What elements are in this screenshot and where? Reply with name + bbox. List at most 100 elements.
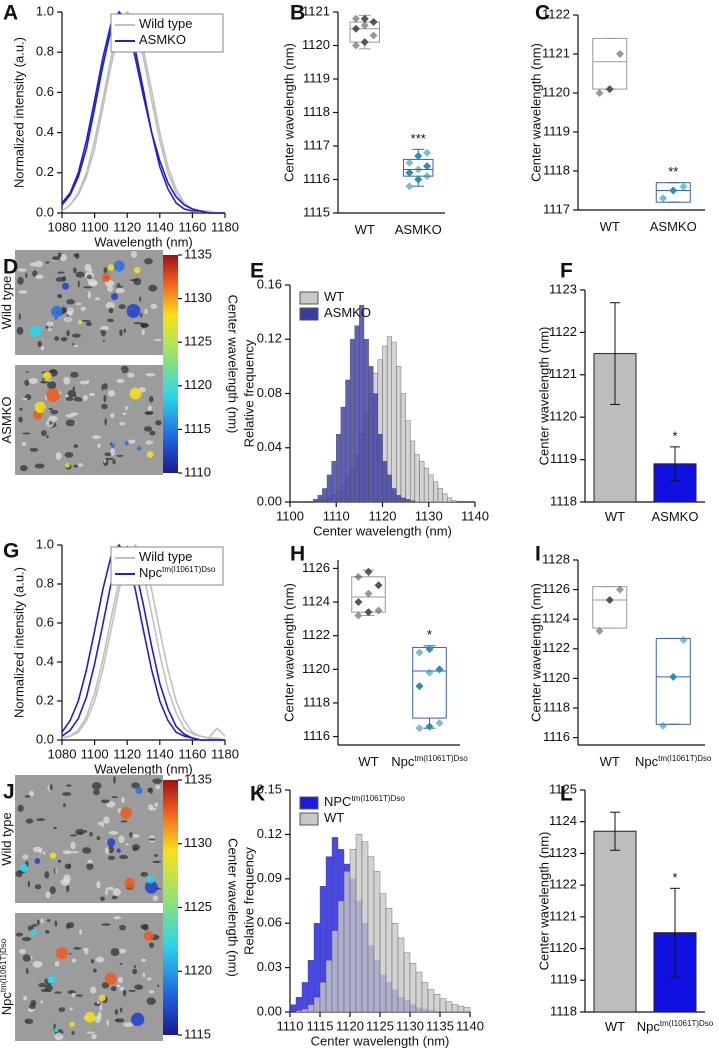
x-tick-label: 1130 [396,1018,424,1033]
hist-bar [325,960,333,1013]
texture [148,807,157,811]
hist-bar [361,841,369,1013]
texture [110,413,115,419]
texture [62,850,72,855]
y-tick-label: 1123 [549,845,577,860]
y-tick-label: 0.4 [36,124,54,139]
x-tick-label: 1100 [276,508,304,523]
texture [148,942,155,949]
y-tick-label: 1126 [302,560,330,575]
y-tick-label: 0.00 [257,1003,282,1018]
texture [45,261,50,264]
data-point [415,682,424,691]
y-tick-label: 0.2 [36,692,54,707]
y-tick-label: 0.08 [257,385,282,400]
texture [72,342,75,346]
texture [57,293,63,299]
texture [70,841,76,850]
image-label: Wild type [0,276,14,329]
lipid-droplet [133,266,141,274]
texture [21,937,32,942]
y-tick-label: 0.03 [257,959,282,974]
texture [127,372,135,378]
texture [106,318,114,323]
texture [22,397,28,400]
hist-bar [396,495,402,503]
hist-bar [419,461,425,503]
texture [141,328,145,336]
panel-letter: B [290,2,305,25]
texture [37,340,42,348]
lipid-droplet [34,858,41,864]
texture [32,923,37,927]
legend-label: Wild type [139,549,192,564]
hist-bar [433,994,441,1013]
lipid-droplet [47,975,56,984]
data-point [615,50,624,58]
texture [129,831,133,838]
hist-bar [289,1004,297,1013]
texture [112,888,121,896]
texture [66,884,70,893]
texture [110,948,120,957]
data-point [364,608,373,617]
texture [91,1033,97,1040]
texture [25,1019,28,1022]
x-category-label-text: WT [600,754,620,769]
texture [44,871,50,879]
image-label-text: Npc [0,992,14,1016]
texture [140,958,146,963]
y-tick-label: 0.2 [36,164,54,179]
texture [115,285,124,288]
y-tick-label: 1118 [543,699,570,714]
x-tick-label: 1080 [48,746,77,761]
texture [86,274,92,280]
texture [119,421,126,426]
hist-bar [331,930,339,1013]
texture [15,932,23,937]
y-tick-label: 1122 [542,640,570,655]
y-tick-label: 0.8 [36,575,54,590]
legend-label-sup: tm(I1061T)Dso [162,565,216,574]
texture [84,263,92,272]
texture [17,804,24,812]
hist-bar [355,834,363,1013]
data-point [360,38,369,47]
texture [66,784,72,787]
hist-bar [445,1001,453,1013]
data-point [415,724,424,733]
data-point [369,18,378,27]
texture [97,443,101,449]
legend-label: ASMKO [139,32,186,47]
legend-label-text: NPC [324,794,351,809]
texture [62,792,72,796]
texture [118,948,127,954]
legend-box [110,546,224,586]
x-tick-label: 1100 [81,219,109,234]
legend-label-text: Wild type [139,16,192,31]
texture [87,291,92,299]
texture [38,983,47,988]
texture [113,916,122,920]
texture [17,268,27,272]
texture [92,968,97,973]
texture [66,299,75,305]
texture [22,954,31,962]
texture [120,365,129,374]
x-category-label-text: WT [600,219,620,234]
legend-label-text: ASMKO [324,305,371,320]
texture [147,405,152,412]
texture [122,412,127,416]
y-tick-label: 1117 [303,137,330,152]
texture [157,984,160,988]
texture [144,308,148,315]
lipid-droplet [55,946,69,960]
hist-bar [345,379,351,503]
texture [107,390,116,397]
hist-bar [391,923,399,1013]
lipid-droplet [131,1012,145,1026]
significance: ** [668,164,678,179]
texture [36,818,46,822]
texture [123,328,126,333]
hist-bar [405,499,411,503]
